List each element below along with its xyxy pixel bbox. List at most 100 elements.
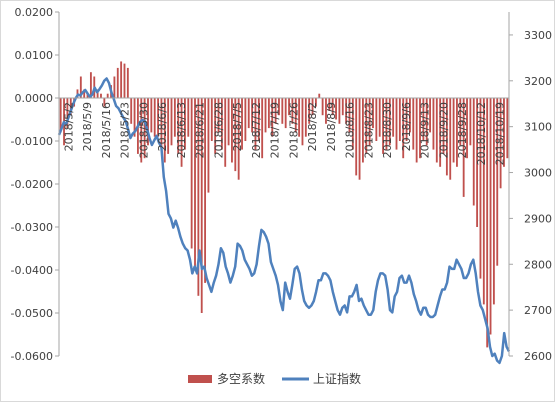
y-right-tick-label: 2800 xyxy=(524,258,552,271)
bar xyxy=(496,98,499,266)
x-tick-label: 2018/8/16 xyxy=(344,102,357,158)
bar xyxy=(83,89,86,98)
bar xyxy=(375,98,378,141)
bar xyxy=(445,98,448,176)
y-left-tick-label: 0.0000 xyxy=(15,92,54,105)
bar xyxy=(361,98,364,163)
bar xyxy=(100,93,102,98)
x-tick-label: 2018/9/6 xyxy=(400,102,413,151)
bar xyxy=(341,98,344,116)
bar xyxy=(328,98,331,111)
bar xyxy=(506,98,509,159)
bar xyxy=(217,98,220,133)
bar xyxy=(190,98,193,249)
bar xyxy=(167,98,170,154)
bar xyxy=(405,98,408,141)
bar xyxy=(116,67,119,98)
y-right-tick-label: 2700 xyxy=(524,304,552,317)
bar xyxy=(311,98,314,116)
bar xyxy=(358,98,361,180)
x-tick-label: 2018/8/23 xyxy=(362,102,375,158)
bar xyxy=(415,98,418,163)
y-left-tick-label: 0.0100 xyxy=(15,49,54,62)
bar xyxy=(237,98,240,180)
y-left-tick-label: 0.0200 xyxy=(15,6,54,19)
bar xyxy=(385,98,388,150)
bar xyxy=(412,98,415,150)
bar xyxy=(274,98,277,124)
bar xyxy=(382,98,384,154)
bar xyxy=(150,98,153,133)
bar xyxy=(130,98,133,124)
bar xyxy=(227,98,230,146)
bar xyxy=(153,98,156,137)
bar xyxy=(435,98,438,163)
legend-label-bars: 多空系数 xyxy=(217,371,265,386)
bar xyxy=(425,98,428,146)
bar xyxy=(368,98,371,146)
bar xyxy=(338,98,341,124)
bar xyxy=(244,98,247,141)
bar xyxy=(392,98,395,137)
bar xyxy=(281,98,284,124)
y-left-tick-label: -0.0200 xyxy=(11,178,53,191)
bar xyxy=(251,98,254,133)
y-left-tick-label: -0.0400 xyxy=(11,264,53,277)
bar xyxy=(314,98,317,107)
bar xyxy=(157,98,159,137)
bar xyxy=(503,98,505,167)
bar xyxy=(214,98,217,154)
bar xyxy=(261,98,264,159)
bar xyxy=(345,98,348,124)
bar xyxy=(160,98,163,150)
bar xyxy=(372,98,374,129)
bar xyxy=(355,98,358,176)
x-tick-label: 2018/5/9 xyxy=(81,102,94,151)
bar xyxy=(348,98,351,133)
bar xyxy=(257,98,260,141)
bar xyxy=(288,98,290,116)
bar xyxy=(59,98,62,133)
bar xyxy=(486,98,489,348)
bar xyxy=(476,98,479,227)
bar xyxy=(398,98,401,141)
bar xyxy=(388,98,391,146)
x-tick-label: 2018/5/16 xyxy=(100,102,113,158)
bar xyxy=(264,98,267,133)
bar xyxy=(234,98,237,172)
x-tick-label: 2018/7/12 xyxy=(250,102,263,158)
bar xyxy=(294,98,297,133)
bar xyxy=(89,72,92,98)
bar xyxy=(207,98,210,193)
bar xyxy=(267,98,270,129)
bar xyxy=(422,98,425,141)
bar xyxy=(247,98,250,129)
bar xyxy=(140,98,143,163)
x-tick-label: 2018/8/30 xyxy=(381,102,394,158)
bar xyxy=(106,93,109,98)
x-tick-label: 2018/9/20 xyxy=(437,102,450,158)
bar xyxy=(103,98,106,107)
x-tick-label: 2018/5/30 xyxy=(137,102,150,158)
x-tick-label: 2018/9/13 xyxy=(419,102,432,158)
bar xyxy=(163,98,166,163)
bar xyxy=(96,89,99,98)
bar xyxy=(241,98,243,150)
bar xyxy=(499,98,502,189)
x-tick-label: 2018/8/9 xyxy=(325,102,338,151)
bar xyxy=(452,98,455,163)
bar xyxy=(187,98,190,137)
bar xyxy=(331,98,334,116)
bar xyxy=(439,98,442,167)
y-right-tick-label: 3300 xyxy=(524,29,552,42)
bar xyxy=(432,98,435,150)
bar xyxy=(291,98,294,124)
y-left-tick-label: -0.0600 xyxy=(11,350,53,363)
x-tick-label: 2018/10/19 xyxy=(494,102,507,165)
bar xyxy=(335,98,337,120)
bar xyxy=(86,93,89,98)
bar xyxy=(278,98,280,116)
y-left-tick-label: -0.0100 xyxy=(11,135,53,148)
